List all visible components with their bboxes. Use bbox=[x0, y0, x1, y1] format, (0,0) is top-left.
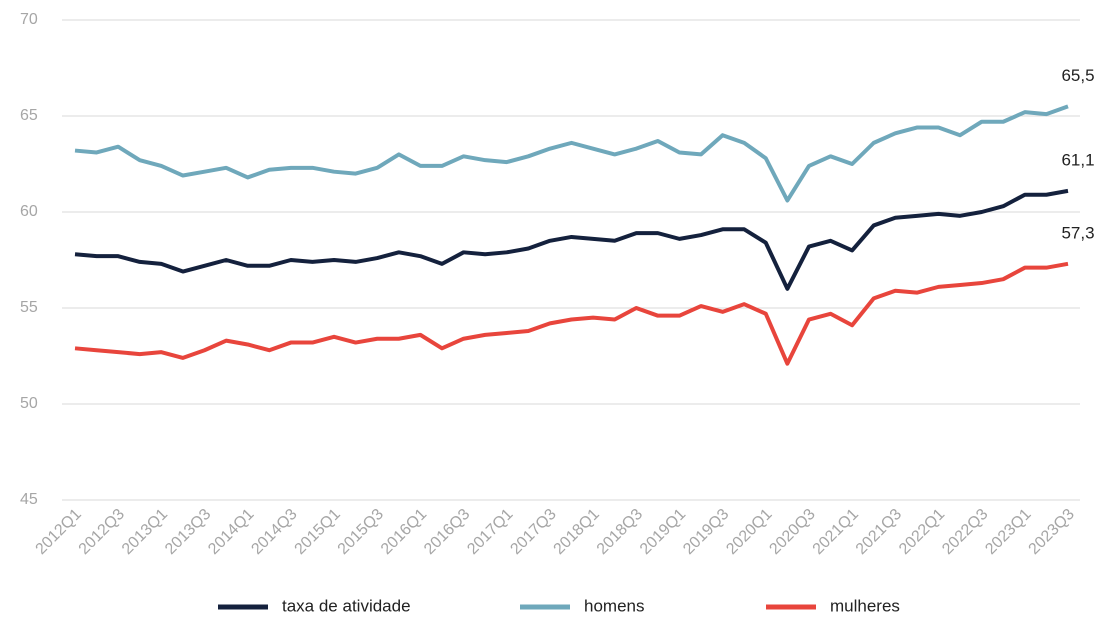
legend-label: taxa de atividade bbox=[282, 596, 411, 615]
x-tick-label: 2017Q3 bbox=[507, 506, 559, 558]
x-tick-label: 2022Q1 bbox=[896, 506, 948, 558]
y-tick-label: 60 bbox=[20, 203, 38, 220]
series-line bbox=[74, 188, 1069, 291]
x-tick-label: 2021Q1 bbox=[810, 506, 862, 558]
x-tick-label: 2013Q1 bbox=[119, 506, 171, 558]
x-tick-label: 2015Q1 bbox=[292, 506, 344, 558]
x-tick-label: 2019Q1 bbox=[637, 506, 689, 558]
series-line bbox=[74, 104, 1069, 203]
x-tick-label: 2016Q1 bbox=[378, 506, 430, 558]
x-tick-label: 2023Q3 bbox=[1026, 506, 1078, 558]
x-tick-label: 2021Q3 bbox=[853, 506, 905, 558]
legend-label: mulheres bbox=[830, 596, 900, 615]
x-tick-label: 2017Q1 bbox=[464, 506, 516, 558]
x-tick-label: 2020Q1 bbox=[723, 506, 775, 558]
x-tick-label: 2022Q3 bbox=[939, 506, 991, 558]
data-label: 65,5 bbox=[1061, 66, 1094, 85]
y-tick-label: 50 bbox=[20, 395, 38, 412]
y-tick-label: 55 bbox=[20, 299, 38, 316]
x-tick-label: 2018Q3 bbox=[594, 506, 646, 558]
x-tick-label: 2016Q3 bbox=[421, 506, 473, 558]
x-tick-label: 2015Q3 bbox=[335, 506, 387, 558]
x-tick-label: 2012Q3 bbox=[76, 506, 128, 558]
x-tick-label: 2020Q3 bbox=[766, 506, 818, 558]
data-label: 57,3 bbox=[1061, 223, 1094, 242]
x-tick-label: 2014Q1 bbox=[205, 506, 257, 558]
legend-label: homens bbox=[584, 596, 644, 615]
x-tick-label: 2018Q1 bbox=[551, 506, 603, 558]
data-label: 61,1 bbox=[1061, 150, 1094, 169]
x-tick-label: 2012Q1 bbox=[33, 506, 85, 558]
y-tick-label: 65 bbox=[20, 107, 38, 124]
series-line bbox=[74, 261, 1069, 366]
x-tick-label: 2014Q3 bbox=[248, 506, 300, 558]
y-tick-label: 45 bbox=[20, 491, 38, 508]
x-tick-label: 2023Q1 bbox=[982, 506, 1034, 558]
x-tick-label: 2019Q3 bbox=[680, 506, 732, 558]
x-tick-label: 2013Q3 bbox=[162, 506, 214, 558]
y-tick-label: 70 bbox=[20, 11, 38, 28]
